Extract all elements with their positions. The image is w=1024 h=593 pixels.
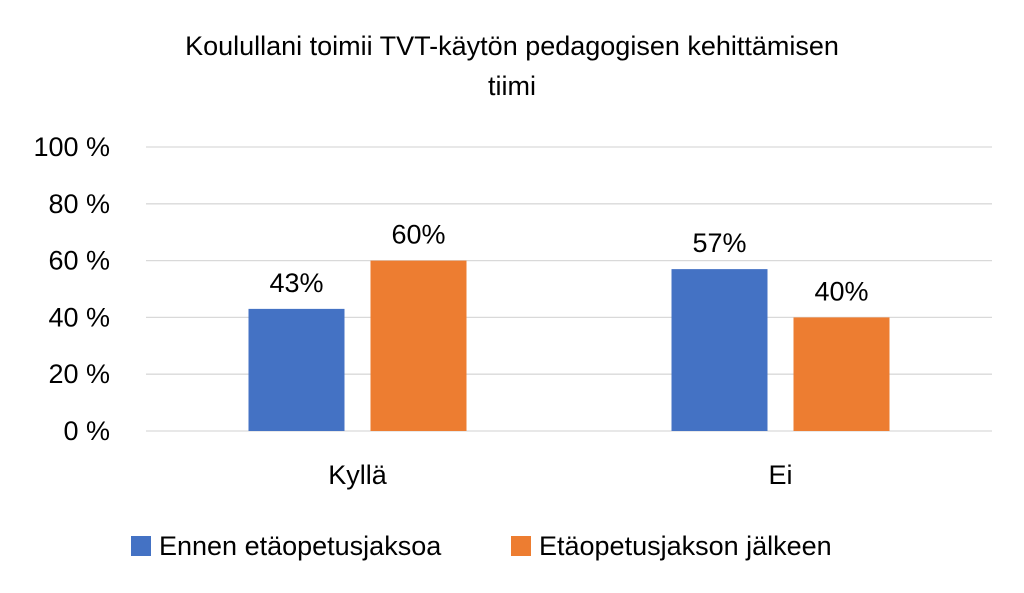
bar-1-2: [671, 269, 768, 431]
legend: Ennen etäopetusjaksoa Etäopetusjakson jäl…: [131, 531, 832, 561]
y-tick-label-80: 80 %: [48, 189, 110, 219]
y-tick-label-40: 40 %: [48, 302, 110, 332]
bar-1-1: [248, 308, 345, 431]
y-axis-tick-labels: 0 % 20 % 40 % 60 % 80 % 100 %: [33, 132, 110, 446]
chart-title-line-1: Koulullani toimii TVT-käytön pedagogisen…: [185, 31, 839, 61]
bar-label-1-1: 43%: [269, 268, 323, 298]
bar-data-labels: 43% 60% 57% 40%: [269, 220, 868, 307]
y-tick-label-0: 0 %: [63, 416, 110, 446]
y-tick-label-100: 100 %: [33, 132, 110, 162]
legend-swatch-1: [131, 536, 151, 556]
legend-label-1: Ennen etäopetusjaksoa: [159, 531, 442, 561]
bar-2-2: [793, 317, 890, 431]
legend-swatch-2: [511, 536, 531, 556]
bar-label-2-1: 60%: [391, 220, 445, 250]
chart-title-line-2: tiimi: [488, 71, 536, 101]
bar-label-1-2: 57%: [692, 228, 746, 258]
x-tick-label-1: Kyllä: [328, 460, 388, 490]
chart-title: Koulullani toimii TVT-käytön pedagogisen…: [62, 26, 962, 106]
bars: [248, 260, 890, 431]
x-axis-tick-labels: Kyllä Ei: [328, 460, 792, 490]
y-tick-label-20: 20 %: [48, 359, 110, 389]
bar-label-2-2: 40%: [814, 276, 868, 306]
legend-label-2: Etäopetusjakson jälkeen: [539, 531, 832, 561]
x-tick-label-2: Ei: [768, 460, 792, 490]
y-tick-label-60: 60 %: [48, 246, 110, 276]
bar-2-1: [370, 260, 467, 431]
